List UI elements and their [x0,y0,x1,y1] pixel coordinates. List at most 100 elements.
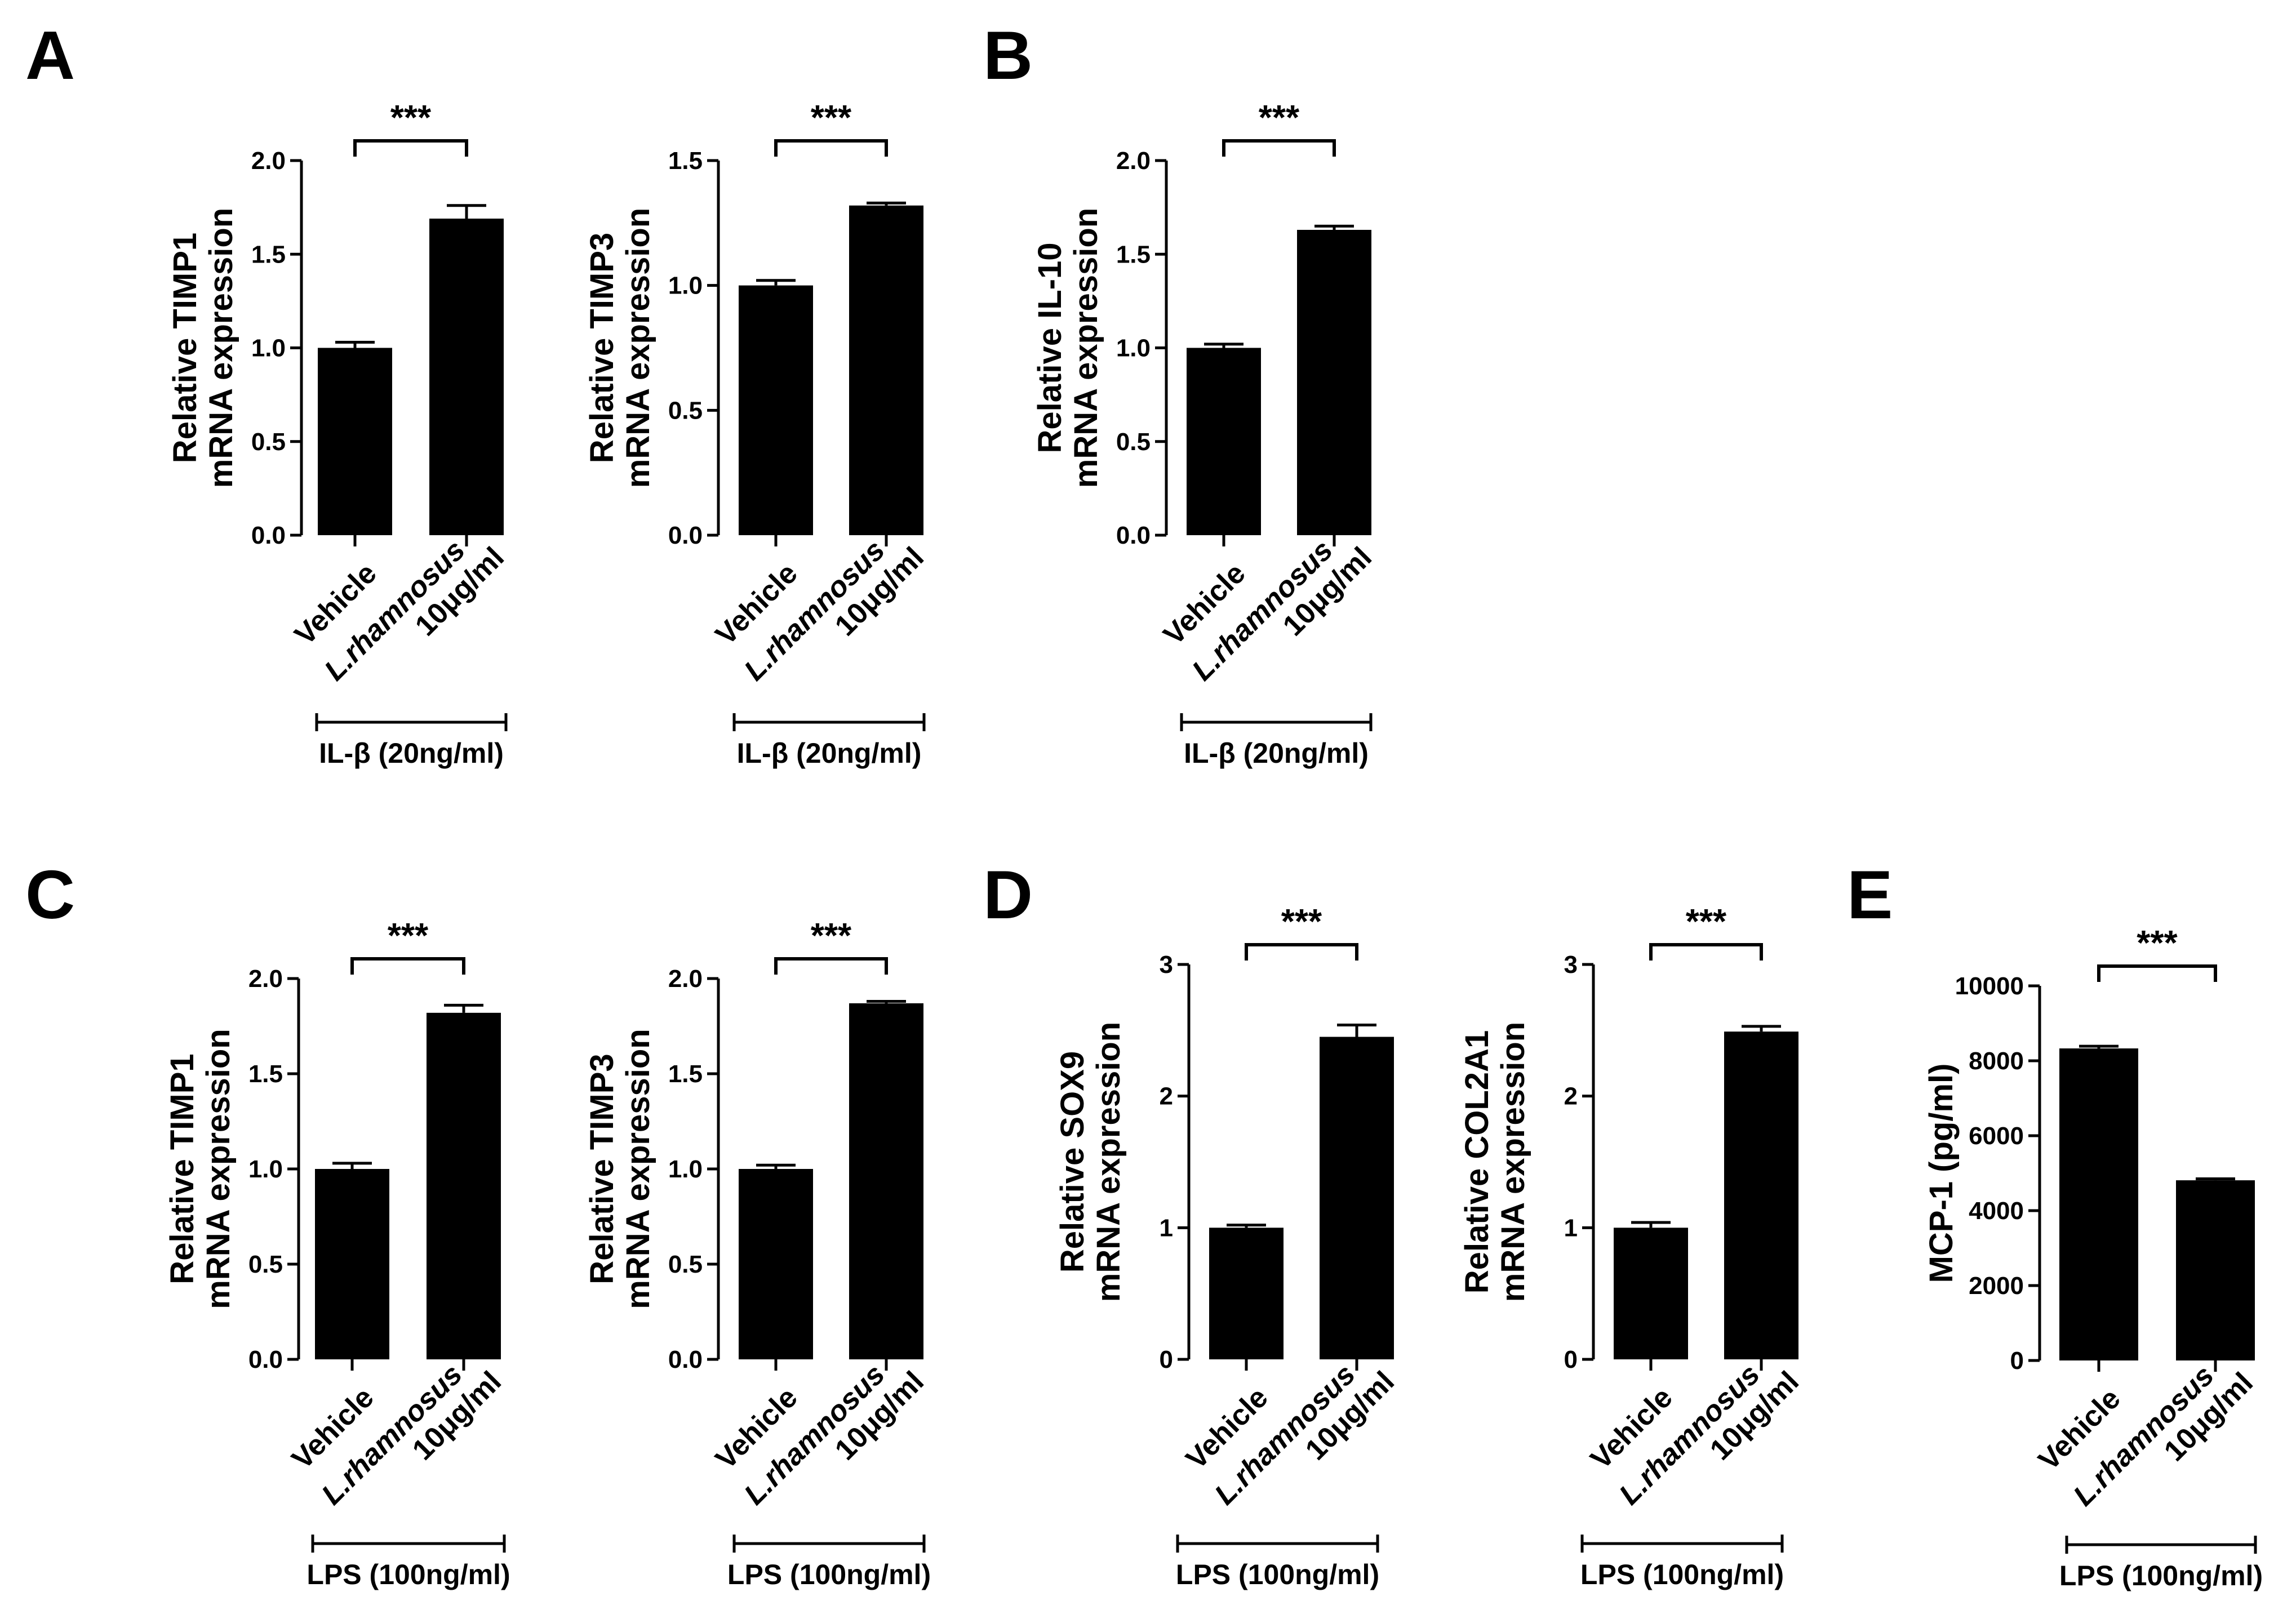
significance-label: *** [2137,924,2178,963]
chart-3: 0.0 0.5 1.0 1.5 2.0 Relative IL-10mRNA expres… [1032,99,1378,769]
y-tick-label: 4000 [1969,1197,2024,1225]
y-tick-label: 1.5 [1116,241,1151,268]
chart-4: 0.0 0.5 1.0 1.5 2.0 Relative TIMP1mRNA expres… [164,917,510,1590]
y-tick-label: 0.0 [668,522,703,549]
y-tick-label: 2.0 [251,147,286,175]
panel-label-a: A [25,17,75,94]
y-axis-title-line: mRNA expression [1495,1022,1531,1302]
bar [1187,348,1261,535]
bar [315,1169,389,1359]
y-axis-title-line: Relative COL2A1 [1459,1030,1495,1293]
y-axis-title-line: Relative TIMP1 [167,233,203,463]
significance-label: *** [388,917,429,955]
chart-2: 0.0 0.5 1.0 1.5 Relative TIMP3mRNA expressio… [584,99,930,769]
significance-bracket [774,957,888,975]
y-tick-label: 1.5 [248,1060,283,1088]
panel-label-c: C [25,856,75,933]
significance-bracket [1649,943,1763,961]
y-axis-title: Relative SOX9mRNA expression [1054,1022,1127,1302]
significance-label: *** [1259,99,1300,137]
y-tick-label: 8000 [1969,1047,2024,1075]
significance-label: *** [811,99,852,137]
y-tick-label: 0 [2010,1347,2024,1375]
condition-label: LPS (100ng/ml) [2059,1560,2263,1591]
y-axis-title-line: Relative TIMP3 [584,233,620,463]
condition-label: IL-β (20ng/ml) [1184,737,1369,769]
significance-bracket [1222,139,1336,157]
significance-bracket [774,139,888,157]
condition-label: LPS (100ng/ml) [727,1559,931,1590]
y-tick-label: 1 [1160,1214,1173,1242]
condition-label: LPS (100ng/ml) [1580,1559,1784,1590]
significance-bracket [350,957,465,975]
y-tick-label: 0.0 [668,1346,703,1373]
y-tick-label: 0.5 [248,1251,283,1278]
panel-label-d: D [983,856,1033,933]
y-tick-label: 0.5 [668,397,703,424]
y-tick-label: 6000 [1969,1122,2024,1150]
y-tick-label: 1.5 [668,147,703,175]
bar [1320,1037,1394,1359]
y-axis-title: MCP-1 (pg/ml) [1923,1064,1960,1283]
y-tick-label: 0.0 [251,522,286,549]
y-tick-label: 1.0 [668,1155,703,1183]
y-tick-label: 1.0 [248,1155,283,1183]
significance-bracket [353,139,468,157]
significance-label: *** [390,99,432,137]
y-tick-label: 0.5 [1116,428,1151,456]
y-axis-title-line: mRNA expression [620,208,656,488]
y-tick-label: 1.0 [251,335,286,362]
y-tick-label: 0 [1564,1346,1578,1373]
condition-label: IL-β (20ng/ml) [319,737,504,769]
y-tick-label: 1.5 [668,1060,703,1088]
y-axis-title-line: mRNA expression [203,208,239,488]
y-axis-title: Relative COL2A1mRNA expression [1459,1022,1531,1302]
x-category-label: L.rhamnosus10μg/ml [2067,1343,2259,1535]
y-tick-label: 10000 [1955,972,2024,1000]
y-axis-title-line: Relative TIMP3 [584,1053,620,1284]
y-tick-label: 0.0 [1116,522,1151,549]
y-tick-label: 2.0 [668,965,703,993]
bar [2059,1048,2138,1360]
y-tick-label: 0 [1160,1346,1173,1373]
bar [427,1012,501,1359]
y-tick-label: 2000 [1969,1272,2024,1300]
y-axis-title-line: mRNA expression [620,1029,656,1309]
bar [1209,1228,1284,1359]
y-axis-title-line: mRNA expression [200,1029,237,1309]
y-tick-label: 3 [1564,951,1578,979]
y-axis-title-line: MCP-1 (pg/ml) [1923,1064,1960,1283]
y-axis-title: Relative TIMP1mRNA expression [164,1029,237,1309]
y-axis-title-line: mRNA expression [1068,208,1104,488]
y-tick-label: 3 [1160,951,1173,979]
y-axis-title: Relative TIMP1mRNA expression [167,208,239,488]
bar [2176,1180,2255,1360]
y-tick-label: 0.5 [251,428,286,456]
bar [849,1003,923,1359]
panel-label-e: E [1847,856,1893,933]
significance-label: *** [1686,902,1727,941]
bar [1724,1031,1798,1359]
y-axis-title-line: Relative IL-10 [1032,243,1068,453]
y-tick-label: 0.0 [248,1346,283,1373]
chart-1: 0.0 0.5 1.0 1.5 2.0 Relative TIMP1mRNA expres… [167,99,510,769]
bar [318,348,392,535]
y-tick-label: 2.0 [248,965,283,993]
y-axis-title: Relative IL-10mRNA expression [1032,208,1104,488]
condition-label: IL-β (20ng/ml) [737,737,922,769]
y-tick-label: 1.0 [1116,335,1151,362]
y-axis-title: Relative TIMP3mRNA expression [584,208,656,488]
y-tick-label: 2.0 [1116,147,1151,175]
y-axis-title-line: mRNA expression [1090,1022,1127,1302]
significance-label: *** [1281,902,1322,941]
y-tick-label: 2 [1564,1083,1578,1110]
panel-label-b: B [983,17,1033,94]
bar [429,219,504,535]
significance-label: *** [811,917,852,955]
significance-bracket [2097,964,2217,982]
bar [849,205,923,535]
